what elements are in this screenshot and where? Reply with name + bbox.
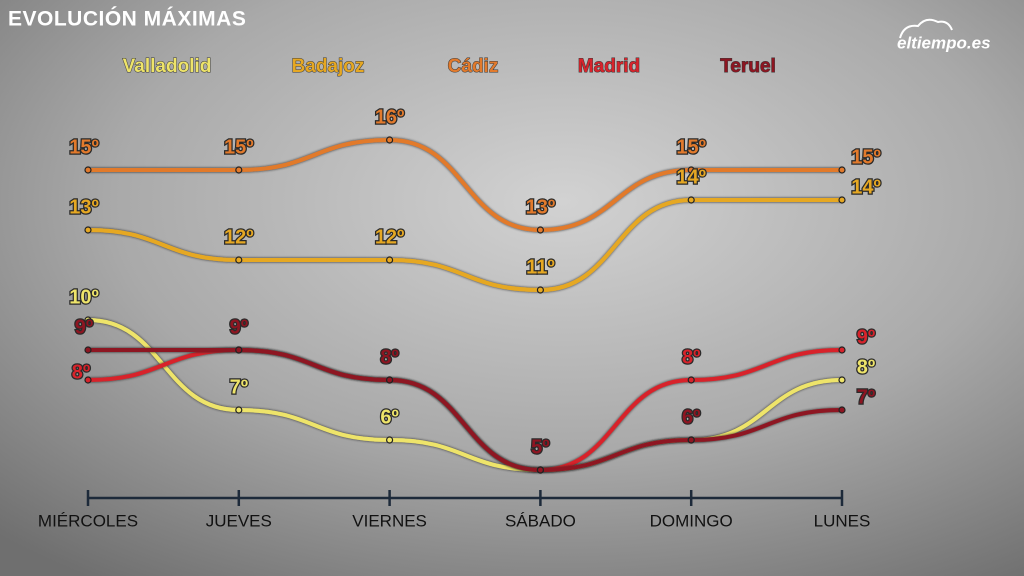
data-point — [536, 226, 545, 234]
value-label: 8º — [380, 346, 398, 368]
series-line — [87, 197, 842, 293]
value-label: 7º — [230, 376, 248, 398]
value-label: 9º — [75, 316, 93, 338]
data-point — [84, 316, 92, 324]
data-point — [838, 376, 846, 384]
value-label: 11º — [526, 256, 554, 278]
value-label: 8º — [857, 356, 875, 378]
legend-entry: Valladolid — [123, 56, 212, 77]
value-label: 12º — [375, 226, 405, 248]
x-tick-label: MIÉRCOLES — [38, 511, 138, 530]
legend-entry: Cádiz — [448, 56, 499, 77]
data-point — [235, 346, 243, 354]
value-label: 5º — [531, 436, 549, 458]
value-labels: 10º 7º 6º 8º 13º 12º 12º 11º 14º 14º 15º 15º 16º 13º 1… — [68, 105, 882, 460]
data-point — [838, 166, 846, 174]
data-point — [838, 406, 846, 414]
x-tick-label: LUNES — [814, 511, 871, 530]
value-label: 6º — [682, 406, 700, 428]
logo: eltiempo.es — [897, 18, 991, 52]
value-label: 9º — [230, 316, 248, 338]
legend-entry: Teruel — [720, 56, 776, 77]
data-point — [84, 346, 92, 354]
lines — [87, 137, 843, 473]
brand: eltiempo.es — [897, 33, 991, 52]
data-point — [235, 256, 243, 264]
data-point — [838, 196, 846, 204]
data-point — [84, 376, 92, 384]
value-label: 9º — [857, 326, 875, 348]
value-label: 13º — [69, 196, 99, 218]
data-point — [536, 286, 545, 294]
value-label: 12º — [224, 226, 254, 248]
x-tick-label: JUEVES — [206, 511, 272, 530]
data-point — [386, 436, 394, 444]
value-label: 15º — [69, 136, 99, 158]
value-label: 8º — [72, 361, 90, 383]
legend-entry: Madrid — [578, 56, 640, 77]
value-label: 7º — [857, 386, 875, 408]
value-label: 8º — [682, 346, 700, 368]
data-point — [386, 376, 394, 384]
data-point — [687, 196, 695, 204]
data-point — [84, 166, 92, 174]
value-label: 15º — [851, 146, 881, 168]
series-line — [88, 347, 843, 473]
value-label: 15º — [676, 136, 706, 158]
value-label: 16º — [375, 106, 405, 128]
x-tick-label: DOMINGO — [650, 511, 733, 530]
value-label: 6º — [380, 406, 398, 428]
data-point — [235, 166, 243, 174]
data-point — [687, 376, 695, 384]
value-label: 14º — [676, 166, 706, 188]
legend-entry: Badajoz — [292, 56, 365, 77]
series-line — [88, 137, 842, 233]
data-point — [386, 136, 394, 144]
data-point — [687, 436, 695, 444]
x-tick-label: SÁBADO — [505, 511, 576, 530]
value-label: 13º — [526, 196, 556, 218]
data-point — [687, 166, 695, 174]
x-tick-label: VIERNES — [352, 511, 427, 530]
data-point — [84, 226, 92, 234]
chart-title: EVOLUCIÓN MÁXIMAS — [8, 7, 246, 31]
value-label: 10º — [69, 286, 99, 308]
data-point — [386, 256, 394, 264]
value-label: 14º — [851, 176, 881, 198]
points — [84, 136, 846, 474]
logo-cloud — [899, 18, 953, 39]
value-label: 15º — [224, 136, 254, 158]
data-point — [838, 346, 846, 354]
data-point — [235, 406, 243, 414]
data-point — [536, 466, 545, 474]
